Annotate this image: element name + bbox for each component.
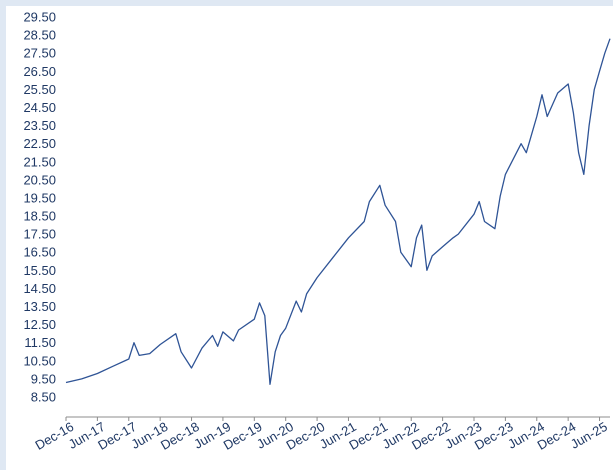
y-tick-label: 10.50 — [23, 353, 56, 368]
y-tick-label: 27.50 — [23, 46, 56, 61]
chart-frame: 8.50 9.50 10.50 11.50 12.50 13.50 14.50 15.50 16… — [6, 6, 613, 470]
y-tick-label: 29.50 — [23, 10, 56, 25]
y-tick-label: 21.50 — [23, 154, 56, 169]
y-tick-label: 16.50 — [23, 245, 56, 260]
y-tick-label: 12.50 — [23, 317, 56, 332]
y-tick-label: 13.50 — [23, 299, 56, 314]
y-tick-label: 11.50 — [24, 335, 56, 350]
line-chart: 8.50 9.50 10.50 11.50 12.50 13.50 14.50 15.50 16… — [23, 10, 611, 453]
y-tick-label: 15.50 — [23, 263, 56, 278]
y-tick-label: 22.50 — [23, 136, 56, 151]
y-tick-label: 8.50 — [31, 390, 56, 405]
y-tick-label: 20.50 — [23, 172, 56, 187]
y-tick-label: 26.50 — [23, 64, 56, 79]
y-tick-label: 18.50 — [23, 209, 56, 224]
y-tick-label: 25.50 — [23, 82, 56, 97]
y-tick-label: 9.50 — [31, 371, 56, 386]
x-tick-label: Jun-25 — [568, 419, 610, 452]
x-axis-ticks: Dec-16Jun-17Dec-17Jun-18Dec-18Jun-19Dec-… — [32, 417, 610, 453]
y-axis-ticks: 8.50 9.50 10.50 11.50 12.50 13.50 14.50 15.50 16… — [23, 10, 56, 405]
y-tick-label: 17.50 — [23, 227, 56, 242]
y-tick-label: 19.50 — [23, 190, 56, 205]
y-tick-label: 23.50 — [23, 118, 56, 133]
series-line — [65, 38, 611, 385]
y-tick-label: 28.50 — [23, 28, 56, 43]
y-tick-label: 24.50 — [23, 100, 56, 115]
y-tick-label: 14.50 — [23, 281, 56, 296]
